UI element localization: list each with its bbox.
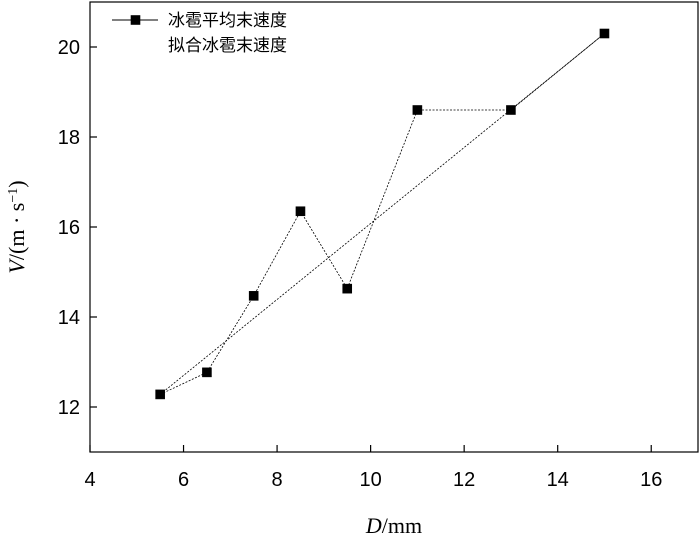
- x-tick-label: 14: [547, 469, 569, 491]
- y-axis-title-close: ): [4, 180, 29, 187]
- data-point-marker: [412, 105, 423, 115]
- data-point-marker: [248, 291, 259, 301]
- legend-label-average: 冰雹平均末速度: [168, 11, 287, 31]
- y-axis-title-var: V: [4, 258, 29, 274]
- y-tick-label: 18: [58, 127, 80, 149]
- x-tick-label: 10: [359, 469, 381, 491]
- legend-label-fit: 拟合冰雹末速度: [168, 36, 287, 56]
- data-point-marker: [202, 367, 212, 378]
- y-axis-title: V/(m · s−1): [4, 180, 29, 273]
- plot-frame: [89, 1, 699, 453]
- series-layer: [155, 28, 610, 400]
- y-tick-label: 12: [58, 397, 80, 419]
- y-axis-title-unit: /(m · s: [4, 203, 29, 260]
- y-tick-label: 16: [58, 217, 80, 239]
- x-tick-label: 16: [640, 469, 662, 491]
- x-axis-title: D/mm: [365, 513, 422, 537]
- x-axis-title-var: D: [365, 513, 382, 537]
- x-tick-label: 6: [178, 469, 189, 491]
- x-tick-label: 4: [84, 469, 95, 491]
- x-axis-ticks: 4 6 8 10 12 14 16: [84, 445, 662, 491]
- data-point-marker: [342, 283, 353, 294]
- legend-marker-average: [130, 15, 141, 25]
- x-tick-label: 8: [272, 469, 283, 491]
- series-line-average: [160, 33, 605, 395]
- series-line-fit: [159, 33, 605, 395]
- y-tick-label: 14: [58, 307, 80, 329]
- y-tick-label: 20: [58, 37, 80, 59]
- y-axis-ticks: 12 14 16 18 20: [58, 37, 97, 419]
- plot-area-border: [89, 1, 699, 453]
- data-point-marker: [155, 389, 165, 400]
- data-point-marker: [295, 206, 306, 217]
- x-axis-title-unit: /mm: [382, 513, 422, 537]
- x-tick-label: 12: [453, 469, 475, 491]
- y-axis-title-exp: −1: [6, 188, 21, 203]
